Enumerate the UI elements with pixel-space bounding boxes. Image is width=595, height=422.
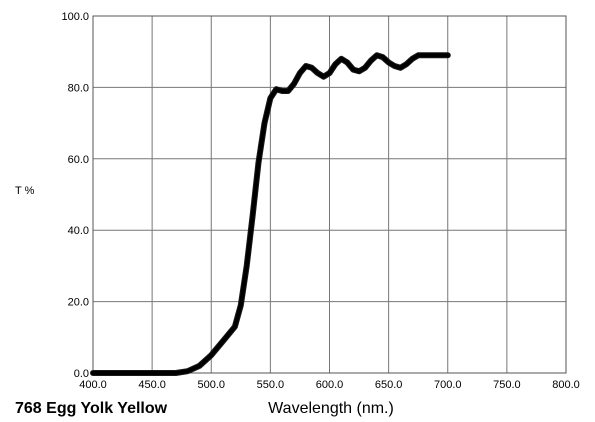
chart-title: 768 Egg Yolk Yellow: [15, 400, 168, 417]
x-tick-label: 650.0: [375, 379, 403, 391]
y-tick-label: 0.0: [74, 368, 89, 380]
plot-frame: [92, 15, 567, 374]
y-tick-label: 80.0: [68, 82, 89, 94]
x-tick-label: 600.0: [316, 379, 344, 391]
y-tick-label: 20.0: [68, 297, 89, 309]
y-tick-label: 40.0: [68, 225, 89, 237]
y-tick-label: 60.0: [68, 154, 89, 166]
grid: [92, 15, 567, 374]
x-tick-label: 450.0: [138, 379, 166, 391]
y-tick-label: 100.0: [61, 11, 89, 23]
y-axis-label: T %: [15, 185, 35, 197]
x-axis-label: Wavelength (nm.): [268, 400, 394, 417]
x-tick-label: 800.0: [552, 379, 580, 391]
series-line: [91, 53, 450, 375]
x-tick-label: 700.0: [434, 379, 462, 391]
x-tick-label: 550.0: [257, 379, 285, 391]
x-tick-label: 750.0: [493, 379, 521, 391]
tick-labels: 400.0 450.0 500.0 550.0 600.0 650.0 700.0 750.0…: [61, 11, 579, 391]
x-tick-label: 500.0: [197, 379, 225, 391]
x-tick-label: 400.0: [79, 379, 107, 391]
